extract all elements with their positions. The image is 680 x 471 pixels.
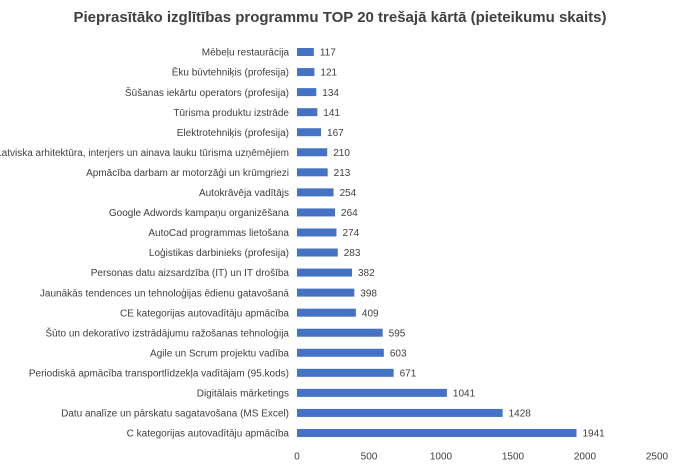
- y-tick-label: AutoCad programmas lietošana: [148, 228, 289, 239]
- data-label: 283: [344, 248, 361, 259]
- data-label: 264: [341, 208, 358, 219]
- bar: [297, 388, 447, 397]
- bar: [297, 108, 318, 117]
- y-tick-label: Google Adwords kampaņu organizēšana: [109, 208, 290, 219]
- bar: [297, 68, 315, 77]
- data-label: 274: [342, 228, 359, 239]
- bar: [297, 208, 336, 217]
- data-label: 409: [362, 308, 379, 319]
- bar: [297, 228, 337, 237]
- bar: [297, 168, 328, 177]
- data-label: 382: [358, 268, 375, 279]
- bar: [297, 328, 383, 337]
- y-tick-label: Autokrāvēja vadītājs: [199, 188, 289, 199]
- y-tick-label: Periodiskā apmācība transportlīdzekļa va…: [29, 368, 289, 379]
- y-tick-label: Personas datu aizsardzība (IT) un IT dro…: [91, 268, 290, 279]
- bar: [297, 368, 394, 377]
- data-label: 398: [360, 288, 377, 299]
- y-tick-label: Mēbeļu restaurācija: [202, 48, 290, 59]
- x-tick-label: 1000: [430, 452, 453, 463]
- y-tick-label: Digitālais mārketings: [197, 389, 289, 400]
- data-label: 603: [390, 348, 407, 359]
- y-tick-label: Tūrisma produktu izstrāde: [173, 108, 289, 119]
- bar: [297, 428, 577, 437]
- bar: [297, 408, 503, 417]
- bar: [297, 248, 338, 257]
- bar: [297, 88, 317, 97]
- data-label: 121: [320, 68, 337, 79]
- y-tick-label: Šūšanas iekārtu operators (profesija): [125, 86, 289, 99]
- x-tick-label: 2500: [646, 452, 669, 463]
- y-tick-label: Jaunākās tendences un tehnoloģijas ēdien…: [40, 286, 290, 299]
- bar: [297, 348, 384, 357]
- data-label: 1041: [453, 389, 476, 400]
- data-label: 117: [320, 48, 336, 59]
- data-label: 167: [327, 128, 344, 139]
- x-tick-label: 0: [294, 452, 300, 463]
- data-label: 1941: [583, 429, 606, 440]
- y-tick-label: Loģistikas darbinieks (profesija): [149, 246, 289, 259]
- x-tick-label: 2000: [574, 452, 597, 463]
- y-tick-label: Elektrotehniķis (profesija): [177, 128, 289, 139]
- y-tick-label: Šūto un dekoratīvo izstrādājumu ražošana…: [46, 326, 290, 339]
- y-tick-label: Agile un Scrum projektu vadība: [150, 348, 289, 359]
- data-label: 671: [400, 368, 417, 379]
- x-tick-label: 500: [361, 452, 378, 463]
- data-label: 134: [322, 88, 339, 99]
- data-label: 210: [333, 148, 350, 159]
- x-tick-label: 1500: [502, 452, 525, 463]
- chart-title: Pieprasītāko izglītības programmu TOP 20…: [74, 9, 607, 26]
- bar: [297, 128, 322, 137]
- y-tick-label: CE kategorijas autovadītāju apmācība: [120, 308, 289, 319]
- y-tick-label: Apmācība darbam ar motorzāģi un krūmgrie…: [86, 166, 289, 179]
- data-label: 141: [323, 108, 340, 119]
- data-label: 595: [389, 328, 406, 339]
- bar: [297, 188, 334, 197]
- bar: [297, 48, 314, 57]
- bar: [297, 268, 353, 277]
- bar: [297, 308, 356, 317]
- bar: [297, 288, 355, 297]
- y-tick-label: Latviska arhitektūra, interjers un ainav…: [0, 148, 289, 159]
- data-label: 1428: [509, 409, 532, 420]
- data-label: 213: [334, 168, 351, 179]
- y-tick-label: C kategorijas autovadītāju apmācība: [127, 429, 290, 440]
- data-label: 254: [340, 188, 357, 199]
- bar: [297, 148, 328, 157]
- y-tick-label: Ēku būvtehniķis (profesija): [172, 67, 289, 79]
- y-tick-label: Datu analīze un pārskatu sagatavošana (M…: [61, 409, 289, 420]
